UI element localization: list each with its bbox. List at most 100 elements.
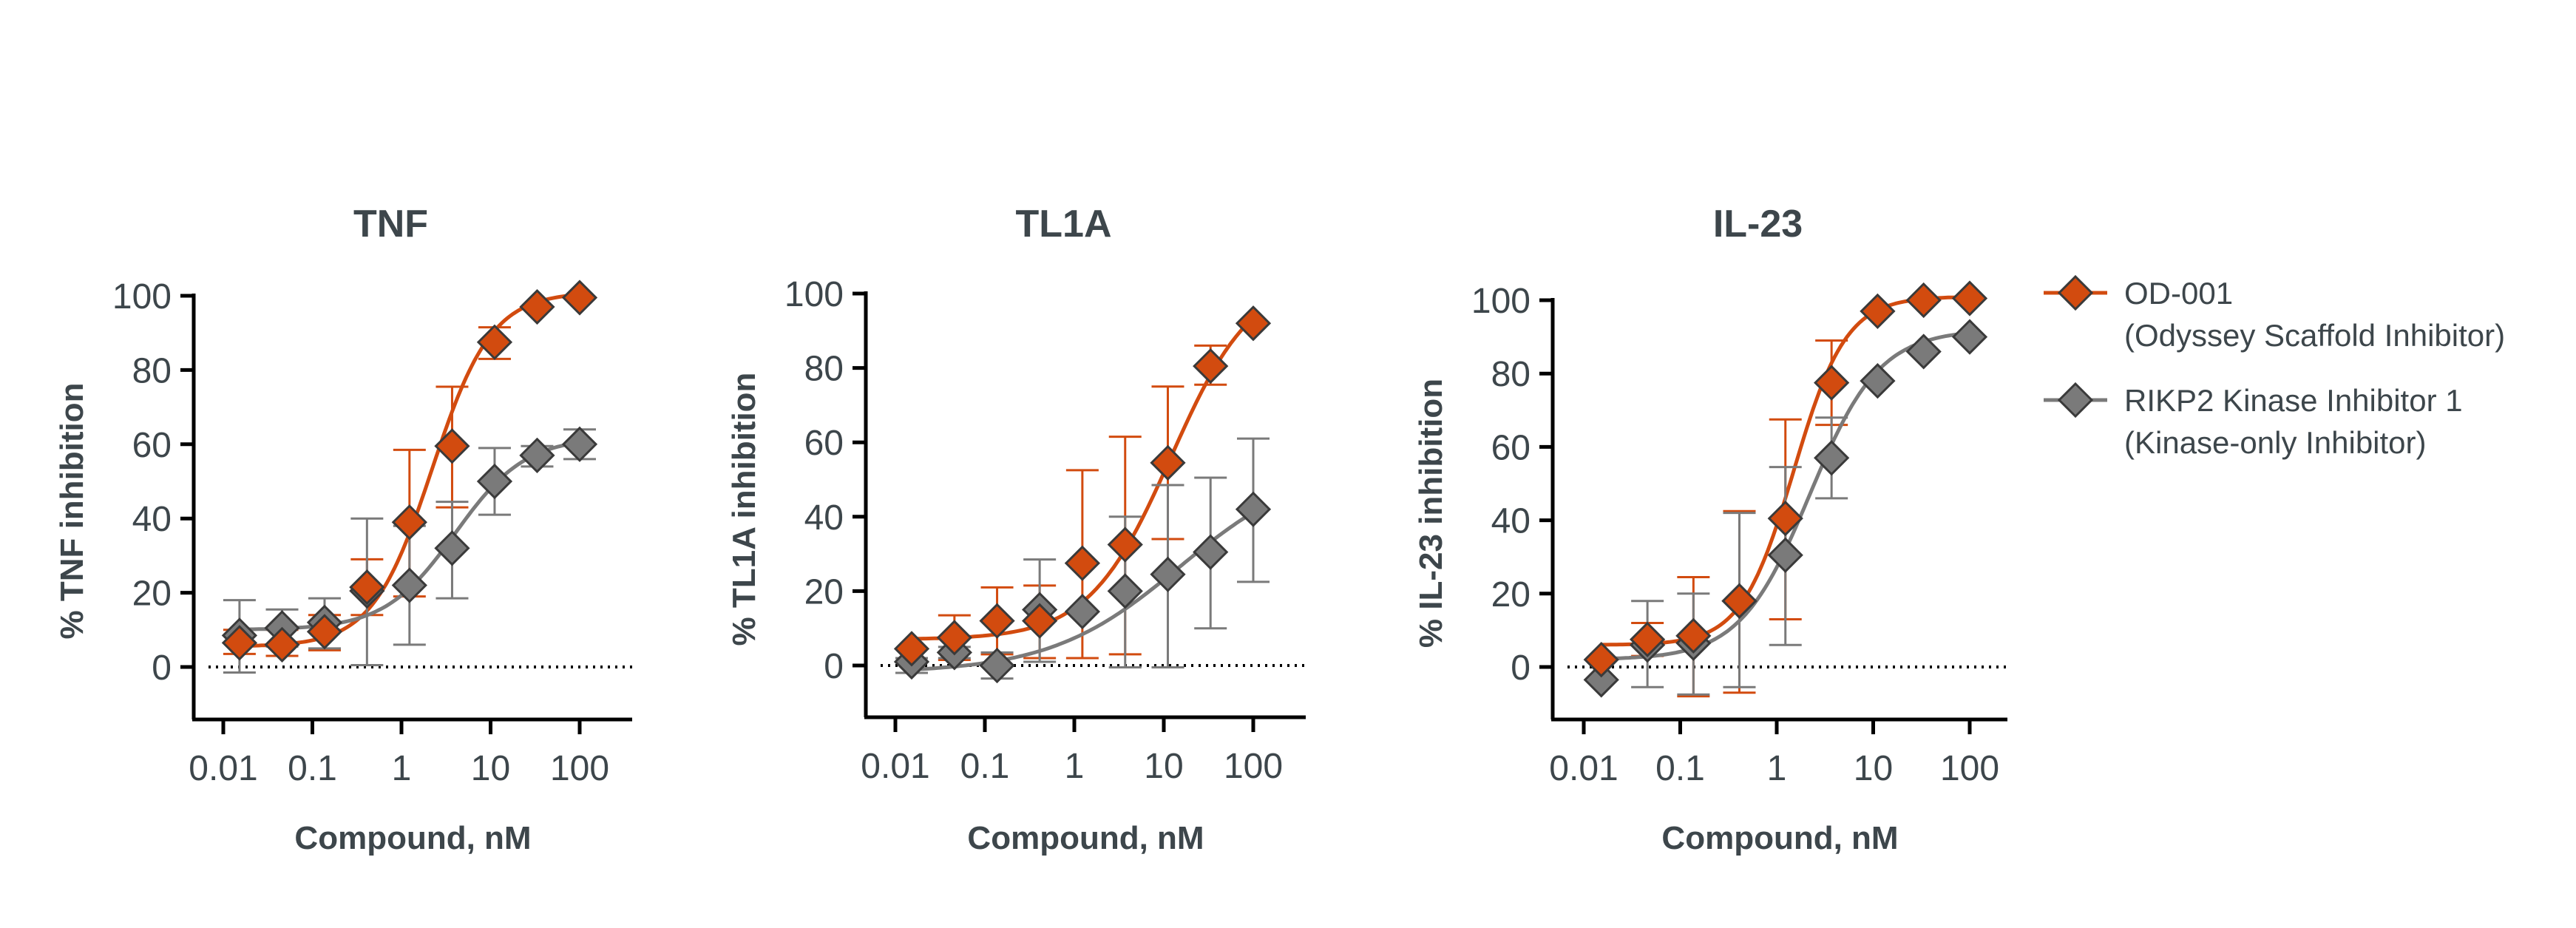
data-point-diamond — [1905, 333, 1942, 370]
data-point-diamond — [476, 463, 513, 500]
y-axis-label: % IL-23 inhibition — [1413, 379, 1449, 648]
legend-label: RIKP2 Kinase Inhibitor 1 — [2124, 383, 2463, 418]
y-tick-label: 80 — [132, 351, 172, 390]
data-point-diamond — [391, 567, 427, 603]
data-point-diamond — [561, 426, 598, 462]
x-tick-label: 10 — [1144, 747, 1183, 786]
x-tick-label: 100 — [550, 749, 609, 788]
y-tick-label: 80 — [1491, 355, 1531, 394]
data-point-diamond — [434, 428, 470, 464]
x-tick-label: 10 — [471, 749, 510, 788]
y-tick-label: 0 — [1511, 648, 1531, 688]
y-tick-label: 60 — [132, 426, 172, 465]
y-tick-label: 20 — [1491, 575, 1531, 614]
data-point-diamond — [1193, 348, 1229, 385]
data-point-diamond — [1022, 603, 1058, 639]
data-point-diamond — [1951, 319, 1988, 355]
series-od-001 — [223, 293, 572, 657]
data-point-diamond — [1235, 491, 1272, 527]
data-point-diamond — [1235, 305, 1272, 342]
x-tick-label: 10 — [1854, 749, 1893, 788]
data-point-diamond — [1193, 534, 1229, 570]
data-point-diamond — [221, 625, 258, 661]
x-tick-label: 100 — [1224, 747, 1283, 786]
x-tick-label: 1 — [1065, 747, 1085, 786]
y-tick-label: 100 — [112, 277, 172, 316]
x-axis-label: Compound, nM — [1661, 820, 1898, 856]
data-point-diamond — [306, 614, 343, 650]
data-point-diamond — [979, 647, 1015, 684]
data-point-diamond — [1629, 621, 1666, 657]
chart-title: TL1A — [1016, 203, 1112, 245]
y-axis-label: % TL1A inhibition — [726, 373, 762, 646]
data-point-diamond — [519, 437, 555, 473]
y-tick-label: 60 — [804, 424, 844, 463]
y-tick-label: 20 — [132, 575, 172, 614]
data-point-diamond — [1905, 282, 1942, 319]
legend-label: OD-001 — [2124, 276, 2233, 311]
data-point-diamond — [1814, 365, 1850, 401]
legend-sublabel: (Kinase-only Inhibitor) — [2124, 425, 2427, 460]
legend-diamond-icon — [2057, 382, 2094, 419]
data-point-diamond — [1721, 583, 1758, 619]
x-tick-label: 0.1 — [1655, 749, 1705, 788]
legend-item: RIKP2 Kinase Inhibitor 1 (Kinase-only Inh… — [2044, 382, 2463, 460]
x-tick-label: 1 — [392, 749, 412, 788]
data-point-diamond — [391, 504, 427, 541]
data-point-diamond — [1107, 573, 1143, 609]
legend-item: OD-001 (Odyssey Scaffold Inhibitor) — [2044, 274, 2505, 353]
x-tick-label: 100 — [1940, 749, 1999, 788]
y-axis-label: % TNF inhibition — [54, 382, 90, 639]
x-tick-label: 1 — [1767, 749, 1787, 788]
legend-sublabel: (Odyssey Scaffold Inhibitor) — [2124, 318, 2505, 353]
data-point-diamond — [1583, 662, 1619, 698]
data-point-diamond — [1150, 556, 1186, 592]
chart-title: TNF — [353, 203, 428, 245]
y-tick-label: 0 — [152, 648, 172, 688]
data-point-diamond — [1675, 617, 1712, 654]
chart-tl1a: TL1A 0 20 40 60 80 100 0.01 0.1 1 10 100 Compound, n… — [726, 203, 1309, 856]
chart-il-23: IL-23 0 20 40 60 80 100 0.01 0.1 1 10 100 Compound, … — [1413, 203, 2011, 856]
y-tick-label: 40 — [1491, 502, 1531, 541]
x-tick-label: 0.1 — [288, 749, 337, 788]
y-tick-label: 60 — [1491, 428, 1531, 467]
data-point-diamond — [1107, 526, 1143, 563]
x-axis-label: Compound, nM — [294, 820, 531, 856]
y-tick-label: 100 — [1471, 282, 1531, 321]
data-point-diamond — [1064, 593, 1101, 630]
y-tick-label: 20 — [804, 572, 844, 612]
x-tick-label: 0.01 — [189, 749, 257, 788]
data-point-diamond — [1150, 444, 1186, 481]
x-tick-label: 0.01 — [1549, 749, 1618, 788]
data-point-diamond — [893, 631, 930, 667]
data-point-diamond — [1583, 641, 1619, 678]
y-tick-label: 100 — [784, 275, 844, 314]
fit-curve — [239, 441, 572, 631]
x-axis-label: Compound, nM — [967, 820, 1204, 856]
data-point-diamond — [1814, 440, 1850, 476]
legend-diamond-icon — [2057, 274, 2094, 311]
data-point-diamond — [1767, 500, 1803, 537]
data-point-diamond — [1860, 362, 1896, 399]
y-tick-label: 80 — [804, 350, 844, 389]
data-point-diamond — [264, 626, 300, 663]
y-tick-label: 40 — [132, 500, 172, 539]
x-tick-label: 0.01 — [861, 747, 929, 786]
chart-tnf: TNF 0 20 40 60 80 100 0.01 0.1 1 10 100 Compound, nM… — [54, 203, 636, 856]
y-tick-label: 40 — [804, 498, 844, 538]
y-tick-label: 0 — [824, 647, 844, 686]
data-point-diamond — [519, 288, 555, 325]
data-point-diamond — [434, 530, 470, 566]
data-point-diamond — [349, 569, 385, 606]
data-point-diamond — [1767, 537, 1803, 573]
data-point-diamond — [476, 324, 513, 360]
data-point-diamond — [936, 620, 972, 656]
data-point-diamond — [1860, 293, 1896, 330]
data-point-diamond — [979, 603, 1015, 639]
x-tick-label: 0.1 — [960, 747, 1010, 786]
data-point-diamond — [561, 280, 598, 316]
chart-title: IL-23 — [1713, 203, 1803, 245]
legend: OD-001 (Odyssey Scaffold Inhibitor) RIKP2 … — [2044, 274, 2505, 460]
data-point-diamond — [1064, 545, 1101, 581]
